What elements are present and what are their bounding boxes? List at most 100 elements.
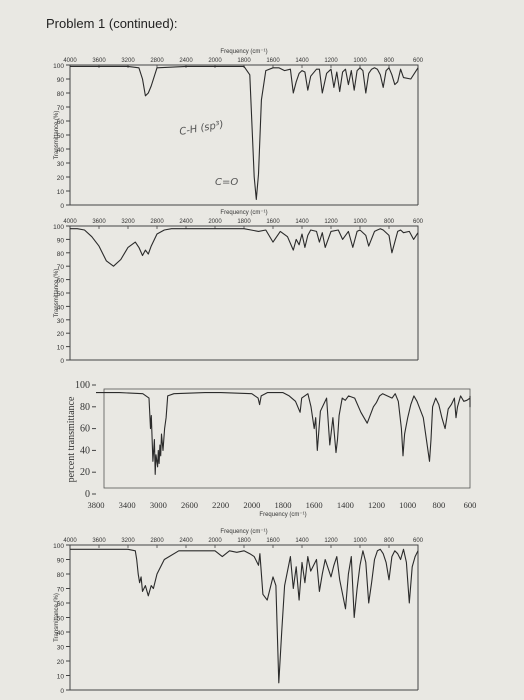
- y-tick-label: 20: [57, 175, 65, 182]
- y-tick-label: 80: [57, 91, 65, 98]
- y-tick-label: 60: [57, 119, 65, 126]
- x-tick-label: 1000: [353, 219, 367, 225]
- x-tick-label: 3000: [150, 500, 167, 510]
- y-tick-label: 10: [57, 674, 65, 681]
- spectrum-line: [70, 228, 419, 267]
- x-tick-label: 2800: [150, 58, 164, 64]
- x-tick-label: 2800: [150, 219, 164, 225]
- x-tick-label: 2000: [208, 58, 222, 64]
- y-tick-label: 10: [57, 189, 65, 196]
- y-tick-label: 40: [57, 304, 65, 311]
- y-tick-label: 90: [57, 77, 65, 84]
- x-tick-label: 3200: [121, 538, 135, 544]
- x-tick-label: 3400: [119, 500, 136, 510]
- y-tick-label: 50: [57, 291, 65, 298]
- x-tick-label: 800: [384, 58, 395, 64]
- y-tick-label: 30: [57, 645, 65, 652]
- axis-frame: [69, 64, 419, 205]
- y-tick-label: 90: [57, 558, 65, 565]
- x-tick-label: 4000: [63, 219, 77, 225]
- x-axis-title: Frequency (cm⁻¹): [220, 210, 267, 216]
- x-tick-label: 3600: [92, 58, 106, 64]
- x-tick-label: 1400: [295, 219, 309, 225]
- y-tick-label: 70: [57, 105, 65, 112]
- y-tick-label: 0: [60, 358, 64, 365]
- x-tick-label: 600: [464, 500, 477, 510]
- y-tick-label: 0: [60, 688, 64, 695]
- x-tick-label: 1000: [353, 58, 367, 64]
- plot-box: [103, 388, 471, 489]
- y-tick-label: 10: [57, 345, 65, 352]
- y-tick-label: 100: [53, 224, 64, 231]
- x-tick-label: 3600: [92, 538, 106, 544]
- x-tick-label: 2200: [212, 500, 229, 510]
- x-tick-label: 4000: [63, 538, 77, 544]
- y-axis-title: percent transmittance: [66, 396, 77, 482]
- plot-frame: [69, 225, 419, 361]
- y-tick-label: 100: [53, 543, 64, 550]
- x-tick-label: 1200: [324, 538, 338, 544]
- x-tick-label: 1200: [324, 219, 338, 225]
- x-axis-title: Frequency (cm⁻¹): [220, 529, 267, 535]
- page-title: Problem 1 (continued):: [46, 16, 178, 31]
- x-tick-label: 1800: [237, 219, 251, 225]
- x-tick-label: 1600: [266, 58, 280, 64]
- x-tick-label: 1400: [295, 538, 309, 544]
- x-tick-label: 3600: [92, 219, 106, 225]
- y-tick-label: 60: [57, 601, 65, 608]
- y-axis-title: Transmittance (%): [54, 269, 60, 318]
- y-tick-label: 40: [57, 147, 65, 154]
- x-tick-label: 1000: [399, 500, 416, 510]
- x-tick-label: 3800: [88, 500, 105, 510]
- y-tick-label: 50: [57, 616, 65, 623]
- x-tick-label: 800: [432, 500, 445, 510]
- y-tick-label: 80: [80, 402, 90, 413]
- plot-frame: [69, 64, 419, 206]
- y-tick-label: 0: [60, 203, 64, 210]
- x-tick-label: 1600: [266, 219, 280, 225]
- plot-frame: [103, 388, 471, 489]
- x-tick-label: 1600: [306, 500, 323, 510]
- x-tick-label: 2000: [208, 538, 222, 544]
- x-axis-title: Frequency (cm⁻¹): [220, 49, 267, 55]
- x-tick-label: 2000: [208, 219, 222, 225]
- y-tick-label: 20: [57, 331, 65, 338]
- x-tick-label: 1200: [324, 58, 338, 64]
- y-tick-label: 100: [75, 380, 90, 391]
- x-tick-label: 1600: [266, 538, 280, 544]
- x-tick-label: 2400: [179, 219, 193, 225]
- x-tick-label: 600: [413, 58, 424, 64]
- x-tick-label: 1200: [368, 500, 385, 510]
- y-tick-label: 80: [57, 251, 65, 258]
- x-tick-label: 2000: [243, 500, 260, 510]
- spectrum-line: [70, 548, 419, 684]
- y-tick-label: 70: [57, 587, 65, 594]
- x-tick-label: 2800: [150, 538, 164, 544]
- x-tick-label: 600: [413, 219, 424, 225]
- x-tick-label: 2400: [179, 538, 193, 544]
- x-tick-label: 3200: [121, 219, 135, 225]
- y-axis-title: Transmittance (%): [54, 111, 60, 160]
- x-tick-label: 800: [384, 219, 395, 225]
- handwritten-annotation: C-H (sp³): [179, 119, 225, 138]
- x-axis-title: Frequency (cm⁻¹): [259, 512, 306, 518]
- axis-frame: [69, 225, 419, 360]
- x-tick-label: 1800: [275, 500, 292, 510]
- x-tick-label: 600: [413, 538, 424, 544]
- x-tick-label: 4000: [63, 58, 77, 64]
- y-tick-label: 0: [85, 489, 90, 500]
- y-tick-label: 40: [80, 445, 90, 456]
- y-tick-label: 20: [57, 659, 65, 666]
- x-tick-label: 1800: [237, 58, 251, 64]
- y-tick-label: 70: [57, 264, 65, 271]
- x-tick-label: 1400: [295, 58, 309, 64]
- y-tick-label: 90: [57, 237, 65, 244]
- y-tick-label: 30: [57, 161, 65, 168]
- spectrum-line: [96, 392, 471, 475]
- handwritten-annotation: C=O: [215, 177, 238, 188]
- x-tick-label: 800: [384, 538, 395, 544]
- y-axis-title: Transmittance (%): [54, 593, 60, 642]
